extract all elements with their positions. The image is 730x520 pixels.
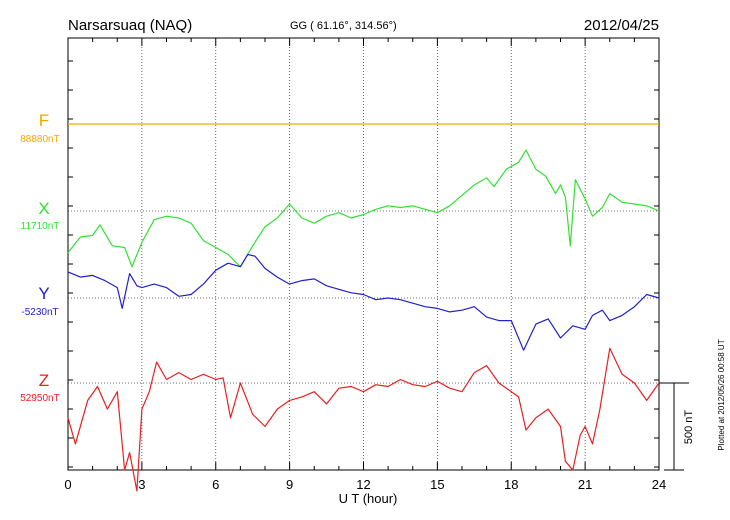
x-tick-label: 3: [138, 477, 145, 492]
series-labels: F 88880nT X 11710nT Y -5230nT Z 52950nT: [20, 111, 59, 404]
series-name-f: F: [39, 111, 49, 130]
station-coordinates: GG ( 61.16°, 314.56°): [290, 20, 397, 32]
scale-bar: [659, 382, 689, 471]
series-baseline-z: 52950nT: [20, 393, 59, 404]
series-line-x: [67, 149, 660, 268]
x-tick-label: 18: [504, 477, 518, 492]
x-tick-label: 0: [64, 477, 71, 492]
x-tick-label: 6: [212, 477, 219, 492]
series-name-x: X: [38, 199, 49, 218]
series-line-y: [67, 253, 660, 351]
axis-ticks: [67, 38, 660, 470]
x-tick-label: 24: [652, 477, 666, 492]
plotted-timestamp: Plotted at 2012/05/26 00:58 UT: [717, 339, 726, 450]
chart-title: Narsarsuaq (NAQ): [68, 17, 192, 34]
series-baseline-x: 11710nT: [21, 221, 60, 232]
x-tick-label: 9: [286, 477, 293, 492]
x-tick-label: 15: [430, 477, 444, 492]
x-tick-label: 12: [356, 477, 370, 492]
grid-lines: [68, 38, 659, 470]
chart-date: 2012/04/25: [584, 17, 659, 34]
x-tick-labels: 0 3 6 9 12 15 18 21 24: [64, 477, 666, 492]
scale-bar-label: 500 nT: [683, 410, 695, 445]
series-baseline-y: -5230nT: [21, 307, 58, 318]
series-lines: [67, 123, 660, 492]
x-axis-label: U T (hour): [339, 491, 398, 506]
plot-frame: [67, 37, 660, 471]
x-tick-label: 21: [578, 477, 592, 492]
series-line-z: [67, 347, 660, 492]
series-baseline-f: 88880nT: [20, 134, 59, 145]
series-name-y: Y: [38, 284, 49, 303]
series-name-z: Z: [39, 371, 49, 390]
